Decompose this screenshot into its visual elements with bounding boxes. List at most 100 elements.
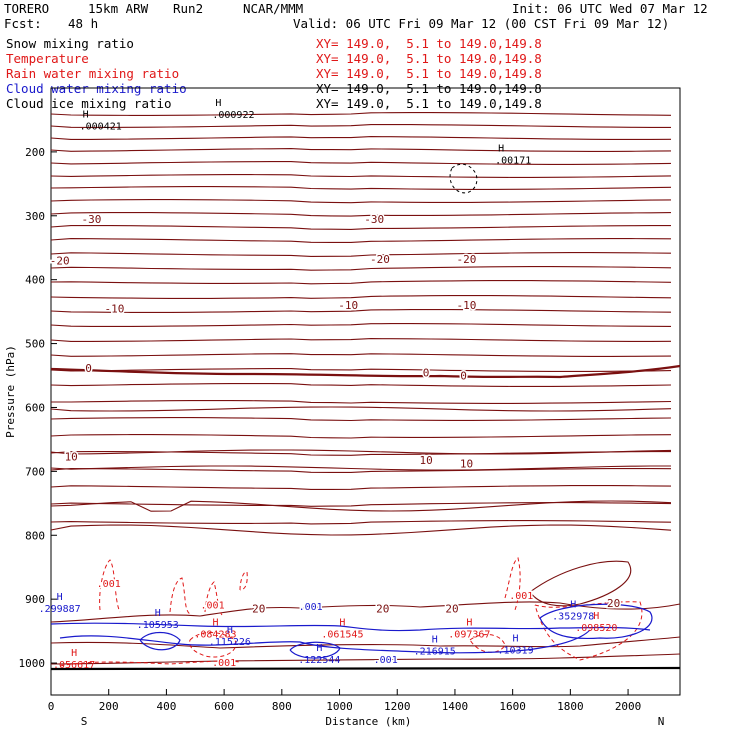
cloud-water-contour <box>139 631 181 651</box>
model-resolution: 15km ARW <box>88 1 149 16</box>
x-tick-label: 1200 <box>384 700 411 713</box>
cloud-water-max-marker: H <box>316 643 322 654</box>
rain-max-value: .061545 <box>321 629 363 640</box>
rain-max-marker: H <box>339 617 345 628</box>
snow-contour <box>449 163 478 194</box>
snow-max-marker: H <box>215 98 221 109</box>
isotherm-line <box>50 500 672 512</box>
isotherm-line <box>50 451 671 456</box>
y-tick-label: 500 <box>25 338 45 351</box>
isotherm-line <box>50 309 672 313</box>
cloud-water-max-value: .299887 <box>39 604 81 615</box>
cloud-water-contour-label: .001 <box>374 655 398 666</box>
rain-contour <box>204 581 223 616</box>
rain-contour <box>504 557 521 611</box>
x-tick-label: 400 <box>156 700 176 713</box>
isotherm-line <box>50 225 671 230</box>
y-tick-label: 900 <box>25 593 45 606</box>
end-label-north: N <box>658 715 665 728</box>
field-temperature-label: Temperature <box>6 51 89 66</box>
temperature-label: 0 <box>460 370 467 383</box>
cloud-water-max-value: .115226 <box>209 637 251 648</box>
isotherm-line <box>50 266 672 271</box>
isotherm-line <box>50 353 672 357</box>
cloud-water-max-marker: H <box>57 592 63 603</box>
rain-contour <box>189 632 237 658</box>
cloud-water-max-value: .10319 <box>497 645 533 656</box>
isotherm-line <box>50 199 672 204</box>
isotherm-line <box>50 186 672 190</box>
rain-contour-label: .001 <box>201 601 225 612</box>
isotherm-line <box>50 174 672 178</box>
isotherm-line <box>50 485 672 490</box>
x-tick-label: 1600 <box>499 700 526 713</box>
field-snow-label: Snow mixing ratio <box>6 36 134 51</box>
rain-max-marker: H <box>593 611 599 622</box>
cloud-water-max-value: .105953 <box>137 620 179 631</box>
rain-max-value: .056617 <box>53 660 95 671</box>
y-tick-label: 1000 <box>19 657 46 670</box>
isotherm-line <box>50 124 671 128</box>
isotherm-line <box>50 161 672 165</box>
snow-max-value: .000922 <box>212 110 254 121</box>
y-tick-label: 600 <box>25 401 45 414</box>
isotherm-line <box>50 112 672 116</box>
rain-max-marker: H <box>466 617 472 628</box>
isotherm-line <box>50 417 672 422</box>
isotherm-line <box>50 368 672 372</box>
y-tick-label: 200 <box>25 146 45 159</box>
x-tick-label: 1400 <box>442 700 469 713</box>
isotherm-line <box>50 520 672 525</box>
field-temperature-range: XY= 149.0, 5.1 to 149.0,149.8 <box>316 51 542 66</box>
isotherm-zero-line <box>50 364 681 379</box>
snow-max-value: .000421 <box>80 122 122 133</box>
cloud-water-max-value: .122544 <box>298 655 340 666</box>
field-cloud-ice-label: Cloud ice mixing ratio <box>6 96 172 111</box>
cloud-water-max-value: .216915 <box>414 647 456 658</box>
temperature-label: 10 <box>65 451 78 464</box>
model-name: TORERO <box>4 1 50 16</box>
rain-max-marker: H <box>71 648 77 659</box>
init-time: Init: 06 UTC Wed 07 Mar 12 <box>512 1 708 16</box>
isotherm-line <box>50 280 672 285</box>
forecast-hours: 48 h <box>68 16 99 31</box>
isotherm-line <box>50 502 672 507</box>
cloud-water-max-marker: H <box>432 635 438 646</box>
cloud-water-max-marker: H <box>570 600 576 611</box>
rain-max-marker: H <box>212 617 218 628</box>
y-tick-label: 400 <box>25 274 45 287</box>
isotherm-line <box>50 449 672 455</box>
run-label: Run2 <box>173 1 204 16</box>
snow-max-marker: H <box>83 110 89 121</box>
isotherm-line <box>50 468 672 473</box>
y-axis-label: Pressure (hPa) <box>4 345 17 438</box>
x-tick-label: 1800 <box>557 700 584 713</box>
temperature-label: -20 <box>457 253 477 266</box>
isotherm-line <box>50 212 672 217</box>
isotherm-line <box>50 434 672 439</box>
cloud-water-max-marker: H <box>155 608 161 619</box>
temperature-label: 0 <box>423 366 430 379</box>
temperature-label: -10 <box>457 299 477 312</box>
cloud-water-contour-label: .001 <box>299 602 323 613</box>
isotherm-line <box>50 252 672 257</box>
x-tick-label: 800 <box>272 700 292 713</box>
rain-max-value: .097367 <box>448 629 490 640</box>
x-tick-label: 200 <box>99 700 119 713</box>
x-axis-label: Distance (km) <box>325 715 411 728</box>
temperature-label: -30 <box>81 213 101 226</box>
rain-contour <box>239 571 248 591</box>
isotherm-line <box>50 338 672 342</box>
cloud-water-contour <box>289 641 341 659</box>
isotherm-line <box>51 400 672 404</box>
rain-contour-label: .001 <box>97 579 121 590</box>
isotherm-line <box>50 148 672 152</box>
temperature-label: -10 <box>105 302 125 315</box>
x-tick-label: 600 <box>214 700 234 713</box>
ground-line <box>50 666 681 671</box>
rain-max-value: .098520 <box>575 623 617 634</box>
cloud-water-contour <box>50 622 651 632</box>
center-label: NCAR/MMM <box>243 1 304 16</box>
isotherm-line <box>529 560 632 607</box>
